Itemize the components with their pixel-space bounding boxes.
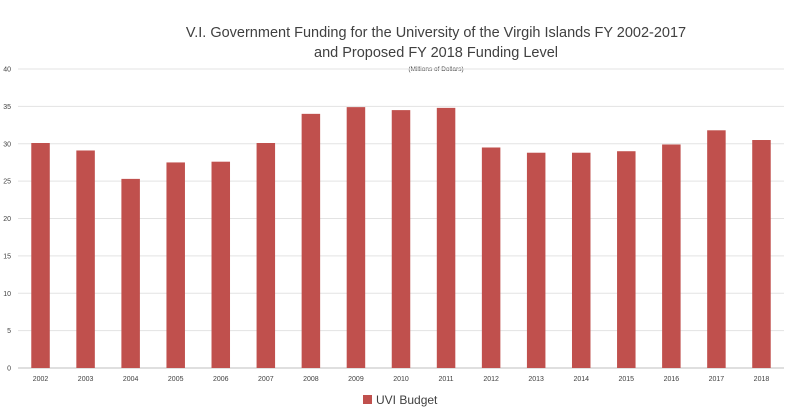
- y-tick-label: 40: [3, 67, 11, 74]
- y-tick-label: 5: [7, 328, 11, 335]
- x-tick-label: 2004: [123, 376, 139, 383]
- y-tick-label: 30: [3, 141, 11, 148]
- x-tick-label: 2006: [213, 376, 229, 383]
- y-tick-label: 0: [7, 366, 11, 373]
- x-tick-label: 2017: [709, 376, 725, 383]
- y-tick-label: 25: [3, 179, 11, 186]
- x-tick-label: 2012: [483, 376, 499, 383]
- x-tick-label: 2016: [664, 376, 680, 383]
- x-tick-label: 2014: [573, 376, 589, 383]
- x-tick-label: 2015: [619, 376, 635, 383]
- chart-title-line1: V.I. Government Funding for the Universi…: [186, 25, 686, 41]
- bar-2013: [526, 152, 546, 368]
- bar-2009: [346, 107, 366, 368]
- bar-2014: [571, 152, 591, 368]
- bar-2010: [391, 110, 411, 369]
- bar-2011: [436, 107, 456, 369]
- bar-2015: [617, 151, 636, 368]
- legend-label-uvi-budget: UVI Budget: [376, 393, 438, 407]
- bar-2002: [31, 143, 50, 368]
- bar-2004: [121, 178, 140, 368]
- bar-2017: [707, 130, 726, 368]
- x-tick-label: 2018: [754, 376, 770, 383]
- bar-2006: [211, 161, 231, 368]
- legend-swatch: [363, 395, 372, 404]
- bar-2003: [76, 150, 95, 368]
- bar-2005: [166, 162, 185, 368]
- x-tick-label: 2013: [528, 376, 544, 383]
- x-tick-label: 2002: [33, 376, 49, 383]
- bar-2012: [481, 147, 501, 368]
- x-tick-label: 2003: [78, 376, 94, 383]
- y-tick-label: 35: [3, 104, 11, 111]
- x-tick-label: 2011: [439, 376, 454, 383]
- x-axis-ticks: 2002 2003 2004 2005 2006 2007 2008 2009 2010 2011…: [33, 376, 770, 383]
- bar-2007: [256, 143, 276, 368]
- bar-2018: [752, 140, 771, 368]
- x-tick-label: 2008: [303, 376, 319, 383]
- y-tick-label: 15: [3, 253, 11, 260]
- x-tick-label: 2010: [393, 376, 409, 383]
- bars: [31, 107, 771, 369]
- gridlines: [18, 68, 784, 369]
- y-tick-label: 20: [3, 216, 11, 223]
- x-tick-label: 2009: [348, 376, 364, 383]
- chart-title-line2: and Proposed FY 2018 Funding Level: [314, 45, 558, 61]
- x-tick-label: 2007: [258, 376, 274, 383]
- bar-2008: [301, 113, 321, 368]
- x-tick-label: 2005: [168, 376, 184, 383]
- y-tick-label: 10: [3, 291, 11, 298]
- bar-2016: [662, 144, 681, 368]
- legend: UVI Budget: [363, 393, 438, 407]
- y-axis-ticks: 0 5 10 15 20 25 30 35 40: [3, 67, 11, 373]
